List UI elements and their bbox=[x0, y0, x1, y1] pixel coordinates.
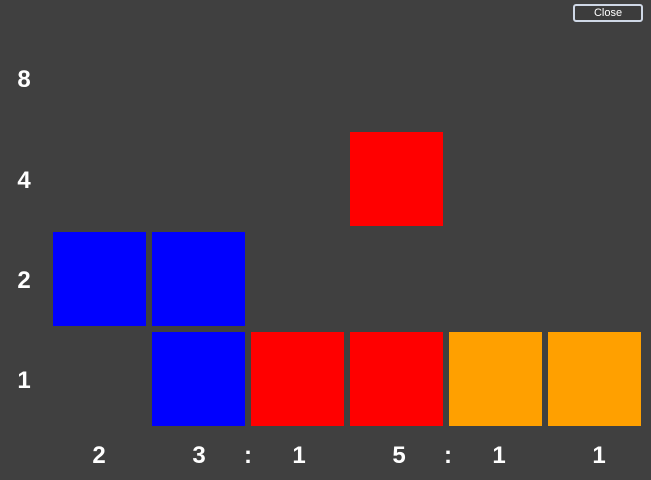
block-orange-row1-col6 bbox=[548, 332, 641, 426]
close-button[interactable]: Close bbox=[573, 4, 643, 22]
block-blue-row2-col2 bbox=[152, 232, 245, 326]
bottom-label-2: 3 bbox=[192, 442, 206, 469]
block-orange-row1-col5 bbox=[449, 332, 542, 426]
row-label-2: 2 bbox=[17, 267, 31, 294]
row-label-8: 8 bbox=[17, 66, 31, 93]
bottom-label-6: 1 bbox=[592, 442, 606, 469]
bottom-label-5: 1 bbox=[492, 442, 506, 469]
bottom-label-separator-2: : bbox=[444, 442, 452, 469]
bottom-label-4: 5 bbox=[392, 442, 406, 469]
block-red-row4-col4 bbox=[350, 132, 443, 226]
block-red-row1-col4 bbox=[350, 332, 443, 426]
block-blue-row1-col2 bbox=[152, 332, 245, 426]
block-blue-row2-col1 bbox=[53, 232, 146, 326]
row-label-4: 4 bbox=[17, 167, 31, 194]
row-label-1: 1 bbox=[17, 367, 31, 394]
bottom-label-1: 2 bbox=[92, 442, 106, 469]
bottom-label-3: 1 bbox=[292, 442, 306, 469]
bottom-label-separator-1: : bbox=[244, 442, 252, 469]
block-red-row1-col3 bbox=[251, 332, 344, 426]
